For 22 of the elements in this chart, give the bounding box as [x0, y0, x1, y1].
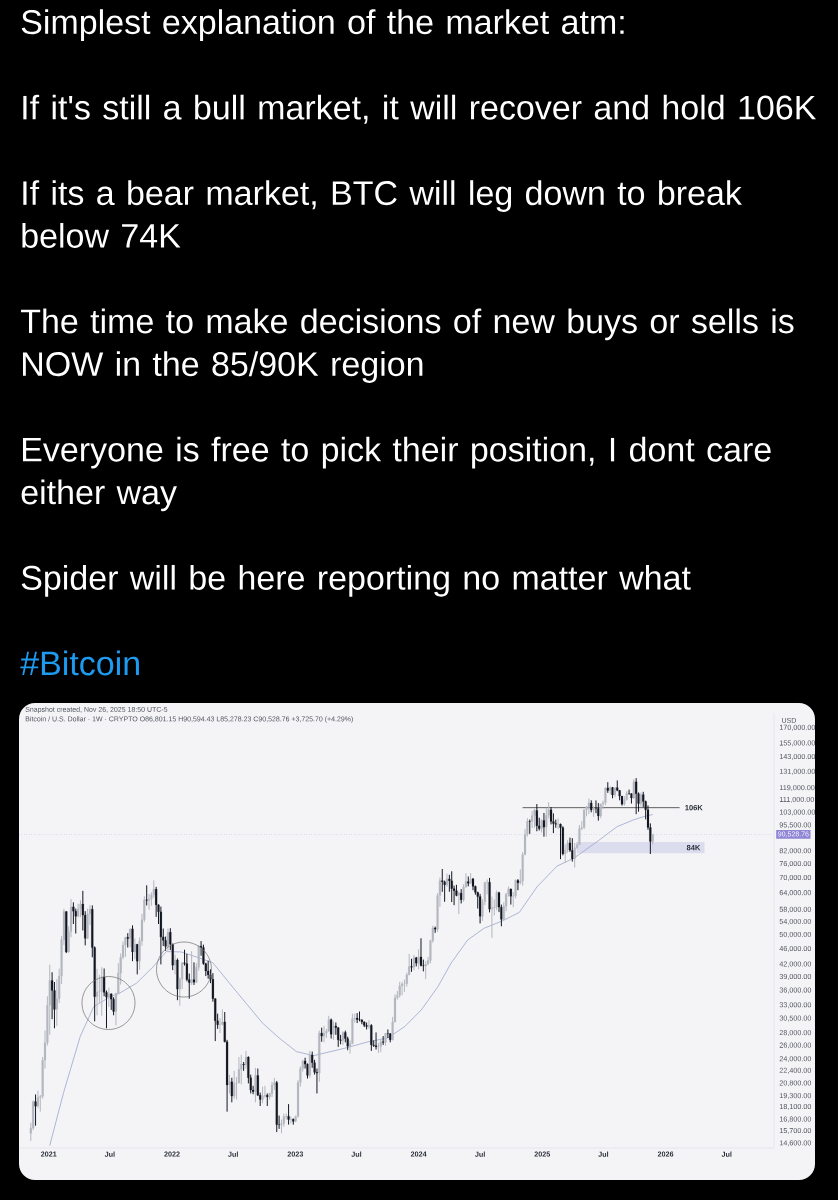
text: If it's still a bull market, it will recover and hold 106K [23, 94, 817, 124]
candlestick [379, 1039, 382, 1053]
candlestick [240, 1054, 243, 1085]
candlestick [159, 906, 162, 965]
chart-title: Simplest explanation of the market atm: [21, 9, 624, 41]
candlestick [337, 1026, 340, 1048]
text: Everyone is free to pick their position, I dont care either way [21, 436, 771, 512]
candlestick [145, 884, 148, 906]
text: Spider will be here reporting no matter what [21, 564, 691, 597]
text: #Bitcoin [20, 650, 139, 676]
candlestick [592, 805, 595, 818]
candlestick [450, 870, 453, 903]
candlestick [434, 926, 437, 934]
candlestick [651, 833, 654, 845]
candlestick [623, 795, 626, 807]
candlestick [95, 968, 99, 1016]
line-series [49, 814, 654, 1146]
text: If its a bear market, BTC will leg down to break below 74K [22, 180, 742, 248]
text: The time to make decisions of new buys or sells is NOW in the 85/90K region [20, 308, 794, 383]
candlestick [377, 1042, 380, 1054]
candlestick [490, 896, 494, 939]
candlestick [384, 1032, 387, 1047]
